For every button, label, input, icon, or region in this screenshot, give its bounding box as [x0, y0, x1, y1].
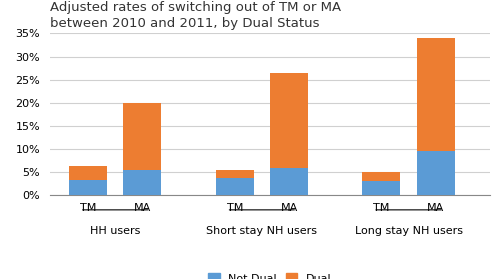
Text: Adjusted rates of switching out of TM or MA: Adjusted rates of switching out of TM or…: [50, 1, 341, 15]
Text: Long stay NH users: Long stay NH users: [354, 226, 463, 236]
Bar: [216, 170, 254, 178]
Bar: [270, 169, 308, 195]
Bar: [124, 170, 162, 195]
Bar: [69, 180, 107, 195]
Text: Short stay NH users: Short stay NH users: [206, 226, 318, 236]
Text: between 2010 and 2011, by Dual Status: between 2010 and 2011, by Dual Status: [50, 17, 320, 30]
Bar: [124, 103, 162, 170]
Bar: [362, 172, 401, 181]
Bar: [416, 38, 455, 151]
Bar: [216, 178, 254, 195]
Bar: [416, 151, 455, 195]
Bar: [270, 73, 308, 169]
Bar: [362, 181, 401, 195]
Text: HH users: HH users: [90, 226, 140, 236]
Bar: [69, 166, 107, 180]
Legend: Not Dual, Dual: Not Dual, Dual: [204, 269, 336, 279]
